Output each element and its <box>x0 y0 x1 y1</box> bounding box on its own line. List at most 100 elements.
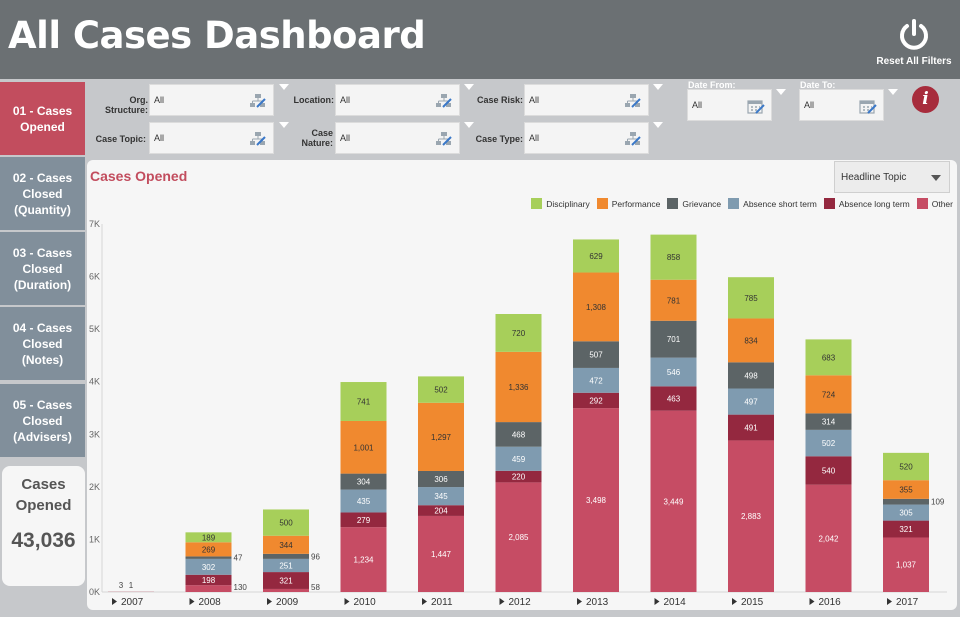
data-label: 2,042 <box>818 534 839 543</box>
chevron-down-icon[interactable] <box>653 122 663 128</box>
bar-segment <box>650 320 697 358</box>
nav-cases-closed-advisers[interactable]: 05 - Cases Closed (Advisers) <box>0 384 85 457</box>
case-topic-label: Case Topic: <box>95 134 146 144</box>
y-tick-label: 1K <box>89 534 100 544</box>
legend-item[interactable]: Absence short term <box>728 198 817 209</box>
case-type-filter[interactable]: All <box>524 122 649 154</box>
calendar-icon <box>747 100 765 114</box>
hierarchy-icon <box>250 94 266 108</box>
nav-cases-opened[interactable]: 01 - Cases Opened <box>0 82 85 155</box>
data-label: 305 <box>899 509 913 518</box>
bar-segment <box>340 473 387 490</box>
legend-swatch <box>916 198 928 209</box>
data-label: 189 <box>202 533 216 542</box>
bar-segment <box>883 498 929 505</box>
data-label: 1,297 <box>431 433 452 442</box>
legend-item[interactable]: Disciplinary <box>531 198 590 209</box>
chevron-down-icon[interactable] <box>888 89 898 95</box>
bar-segment <box>650 410 697 592</box>
data-label: 109 <box>931 498 945 507</box>
power-icon <box>900 19 928 50</box>
bar-segment <box>728 318 774 363</box>
info-icon[interactable]: i <box>912 86 939 113</box>
legend-item[interactable]: Other <box>916 198 953 209</box>
data-label: 321 <box>279 577 293 586</box>
chevron-down-icon[interactable] <box>279 122 289 128</box>
bar-segment <box>340 527 387 592</box>
data-label: 463 <box>667 395 681 404</box>
data-label: 858 <box>667 253 681 262</box>
bar-segment <box>805 375 852 414</box>
x-tick-label: 2015 <box>741 597 764 608</box>
location-filter[interactable]: All <box>335 84 460 116</box>
bar-segment <box>883 520 929 538</box>
hierarchy-icon <box>436 94 452 108</box>
legend-swatch <box>728 198 740 209</box>
bar-segment <box>340 512 387 528</box>
expand-caret-icon <box>267 598 272 605</box>
bar-segment <box>573 341 619 368</box>
chevron-down-icon[interactable] <box>653 84 663 90</box>
y-tick-label: 7K <box>89 219 100 229</box>
org-structure-filter[interactable]: All <box>149 84 274 116</box>
x-tick-label: 2017 <box>896 597 919 608</box>
hierarchy-icon <box>436 132 452 146</box>
bar-segment <box>340 489 387 513</box>
data-label: 47 <box>234 554 243 563</box>
date-from-value: All <box>692 100 703 110</box>
case-topic-filter[interactable]: All <box>149 122 274 154</box>
date-to-value: All <box>804 100 815 110</box>
chevron-down-icon[interactable] <box>464 122 474 128</box>
x-tick-label: 2013 <box>586 597 609 608</box>
chevron-down-icon <box>931 175 941 181</box>
case-nature-filter[interactable]: All <box>335 122 460 154</box>
nav-cases-closed-notes[interactable]: 04 - Cases Closed (Notes) <box>0 307 85 380</box>
data-label: 781 <box>667 296 681 305</box>
data-label: 306 <box>434 475 448 484</box>
nav-cases-closed-quantity[interactable]: 02 - Cases Closed (Quantity) <box>0 157 85 230</box>
bar-segment <box>805 429 852 457</box>
case-topic-value: All <box>154 133 165 143</box>
data-label: 491 <box>744 424 758 433</box>
nav-label: 01 - Cases Opened <box>12 103 73 134</box>
data-label: 497 <box>744 398 758 407</box>
legend-swatch <box>531 198 543 209</box>
legend-item[interactable]: Grievance <box>667 198 721 209</box>
legend-item[interactable]: Performance <box>596 198 660 209</box>
chevron-down-icon[interactable] <box>464 84 474 90</box>
data-label: 701 <box>667 335 681 344</box>
hierarchy-icon <box>625 132 641 146</box>
legend-item[interactable]: Absence long term <box>823 198 910 209</box>
bar-segment <box>418 376 464 403</box>
x-tick-label: 2008 <box>199 597 222 608</box>
reset-all-filters-button[interactable]: Reset All Filters <box>872 18 956 67</box>
bar-segment <box>495 314 542 352</box>
case-risk-filter[interactable]: All <box>524 84 649 116</box>
bar-segment <box>728 362 774 389</box>
bar-segment <box>185 556 232 559</box>
bar-segment <box>495 351 542 423</box>
bar-segment <box>573 239 619 273</box>
bar-segment <box>185 574 232 586</box>
bar-segment <box>263 535 309 554</box>
chevron-down-icon[interactable] <box>776 89 786 95</box>
legend-label: Absence short term <box>743 198 817 209</box>
expand-caret-icon <box>577 598 582 605</box>
header-bar: All Cases Dashboard Reset All Filters <box>0 0 960 79</box>
x-tick-label: 2014 <box>664 597 687 608</box>
bar-segment <box>340 420 387 474</box>
stacked-bar-chart: 0K 1K 2K 3K 4K 5K 6K 7K 3 1 2007 130 198 302 47 269 189 2… <box>89 219 947 608</box>
data-label: 502 <box>822 439 836 448</box>
nav-label: 02 - Cases Closed (Quantity) <box>12 170 73 217</box>
org-structure-value: All <box>154 95 165 105</box>
date-from-filter[interactable]: All <box>687 89 772 121</box>
org-structure-label: Org. Structure: <box>104 95 148 115</box>
date-to-filter[interactable]: All <box>799 89 884 121</box>
headline-topic-dropdown[interactable]: Headline Topic <box>834 161 950 193</box>
data-label: 3,498 <box>586 496 607 505</box>
legend-label: Disciplinary <box>546 198 590 209</box>
case-nature-value: All <box>340 133 351 143</box>
nav-cases-closed-duration[interactable]: 03 - Cases Closed (Duration) <box>0 232 85 305</box>
chevron-down-icon[interactable] <box>279 84 289 90</box>
reset-all-filters-label: Reset All Filters <box>876 56 952 67</box>
